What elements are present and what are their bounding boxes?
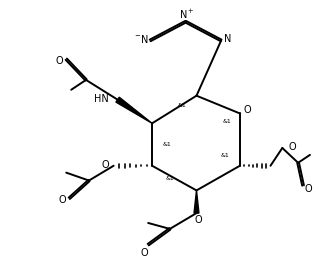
Text: O: O	[195, 215, 202, 225]
Text: O: O	[58, 195, 66, 205]
Text: O: O	[244, 106, 252, 116]
Polygon shape	[194, 190, 199, 213]
Text: N$^+$: N$^+$	[179, 8, 194, 21]
Text: HN: HN	[94, 94, 109, 104]
Text: &1: &1	[166, 176, 174, 181]
Text: N: N	[224, 35, 232, 44]
Polygon shape	[116, 97, 152, 123]
Text: O: O	[56, 56, 63, 66]
Text: O: O	[101, 160, 109, 170]
Text: &1: &1	[223, 119, 232, 124]
Text: O: O	[304, 184, 312, 195]
Text: &1: &1	[221, 154, 229, 158]
Text: &1: &1	[177, 103, 186, 108]
Text: O: O	[288, 142, 296, 152]
Text: &1: &1	[162, 142, 171, 147]
Text: O: O	[140, 248, 148, 257]
Text: $^{-}$N: $^{-}$N	[134, 34, 149, 45]
